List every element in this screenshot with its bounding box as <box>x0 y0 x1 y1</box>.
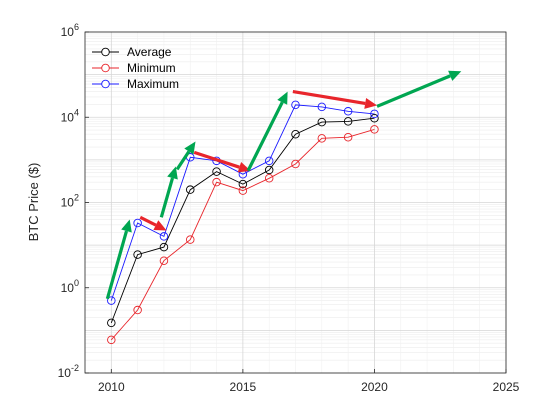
data-point-minimum <box>212 177 221 187</box>
arrow-shaft <box>175 150 191 171</box>
data-point-average <box>343 117 353 126</box>
series-line-average <box>110 117 375 324</box>
y-tick-label: 10-2 <box>58 363 79 380</box>
y-tick-label: 102 <box>61 193 79 210</box>
data-point-maximum <box>107 296 116 305</box>
trend-arrow <box>246 91 288 172</box>
arrow-head <box>153 220 167 231</box>
data-point-maximum <box>343 107 353 116</box>
data-point-average <box>212 167 221 176</box>
legend-marker-minimum <box>101 63 110 73</box>
arrow-head <box>277 91 288 105</box>
data-point-average <box>185 185 195 194</box>
data-point-minimum <box>291 159 300 169</box>
data-point-maximum <box>264 156 274 166</box>
data-point-average <box>370 113 379 123</box>
data-point-average <box>264 165 274 175</box>
legend-label-minimum: Minimum <box>127 61 176 75</box>
y-axis-label: BTC Price ($) <box>26 163 41 242</box>
series-line-maximum <box>110 104 375 301</box>
arrow-head <box>121 219 132 233</box>
x-tick-label: 2020 <box>361 380 388 394</box>
data-point-average <box>291 129 300 139</box>
arrow-shaft <box>105 230 129 300</box>
arrow-shaft <box>246 101 284 172</box>
arrow-shaft <box>292 90 366 106</box>
data-point-minimum <box>343 132 353 142</box>
trend-arrow <box>292 90 378 109</box>
data-point-minimum <box>159 256 169 265</box>
x-tick-label: 2025 <box>493 380 520 394</box>
arrow-shaft <box>159 177 175 218</box>
data-point-average <box>107 318 116 328</box>
data-point-maximum <box>291 100 300 110</box>
data-point-maximum <box>159 232 169 241</box>
data-point-minimum <box>133 305 142 315</box>
legend-label-maximum: Maximum <box>127 77 179 91</box>
legend-item-maximum: Maximum <box>92 77 179 91</box>
arrow-shaft <box>139 215 157 227</box>
trend-arrow <box>376 70 462 108</box>
y-tick-label: 104 <box>61 107 79 124</box>
data-point-average <box>133 250 142 259</box>
trend-arrow <box>139 215 167 231</box>
y-tick-label: 106 <box>61 22 79 39</box>
legend-marker-maximum <box>101 79 110 89</box>
legend-item-minimum: Minimum <box>92 61 176 75</box>
data-point-maximum <box>133 218 142 228</box>
data-point-average <box>317 117 327 127</box>
trend-arrow <box>175 141 196 171</box>
annotation-arrows <box>105 70 462 300</box>
data-point-minimum <box>370 125 379 134</box>
data-point-minimum <box>238 186 248 195</box>
legend-marker-average <box>101 47 110 57</box>
arrow-shaft <box>193 150 240 169</box>
arrow-head <box>167 166 178 180</box>
data-point-minimum <box>107 335 116 345</box>
legend-item-average: Average <box>92 45 172 59</box>
data-point-average <box>238 179 248 189</box>
y-tick-label: 100 <box>61 278 79 295</box>
arrow-head <box>364 98 378 109</box>
arrow-head <box>184 141 196 155</box>
data-point-minimum <box>317 134 327 143</box>
x-axis-ticks: 2010 2015 2020 2025 <box>98 369 520 394</box>
legend-label-average: Average <box>127 45 172 59</box>
data-point-maximum <box>317 102 327 112</box>
data-point-average <box>159 242 169 252</box>
legend: Average Minimum Maximum <box>92 45 179 91</box>
trend-arrow <box>105 219 132 300</box>
arrow-head <box>448 70 462 81</box>
y-axis-ticks: 10-2 100 102 104 106 <box>58 22 89 380</box>
trend-arrow <box>159 166 178 218</box>
data-point-maximum <box>370 109 379 119</box>
arrow-shaft <box>376 74 451 108</box>
series-layer <box>107 100 379 345</box>
x-tick-label: 2010 <box>98 380 125 394</box>
series-line-minimum <box>110 128 375 341</box>
data-point-minimum <box>185 235 195 244</box>
x-tick-label: 2015 <box>230 380 257 394</box>
data-point-minimum <box>264 174 274 183</box>
